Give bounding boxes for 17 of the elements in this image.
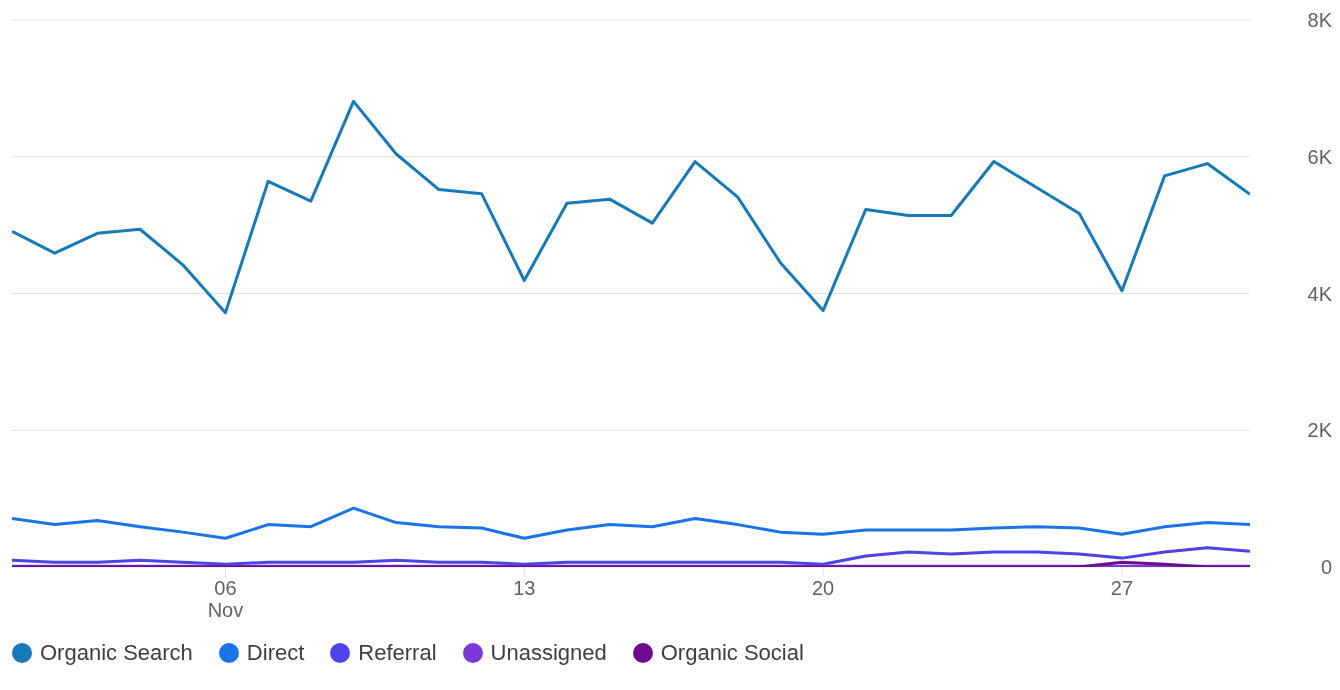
x-tick-label: 13: [513, 577, 536, 599]
x-tick-label: 06 Nov: [207, 577, 244, 621]
y-tick-label: 6K: [1307, 145, 1333, 168]
legend-label: Organic Social: [660, 640, 804, 666]
x-tick-label: 27: [1110, 577, 1134, 599]
line-series: [12, 506, 1250, 540]
legend-label: Unassigned: [490, 640, 607, 666]
legend-label: Direct: [246, 640, 305, 666]
y-tick-label: 2K: [1307, 419, 1333, 442]
x-tick-label: 20: [811, 577, 835, 599]
y-tick-label: 0: [1320, 556, 1332, 578]
line-series: [12, 546, 1250, 566]
legend-label: Organic Search: [40, 640, 193, 666]
y-tick-label: 8K: [1307, 9, 1333, 31]
line-series: [12, 99, 1250, 315]
y-tick-label: 4K: [1307, 282, 1333, 305]
legend-label: Referral: [358, 640, 437, 666]
